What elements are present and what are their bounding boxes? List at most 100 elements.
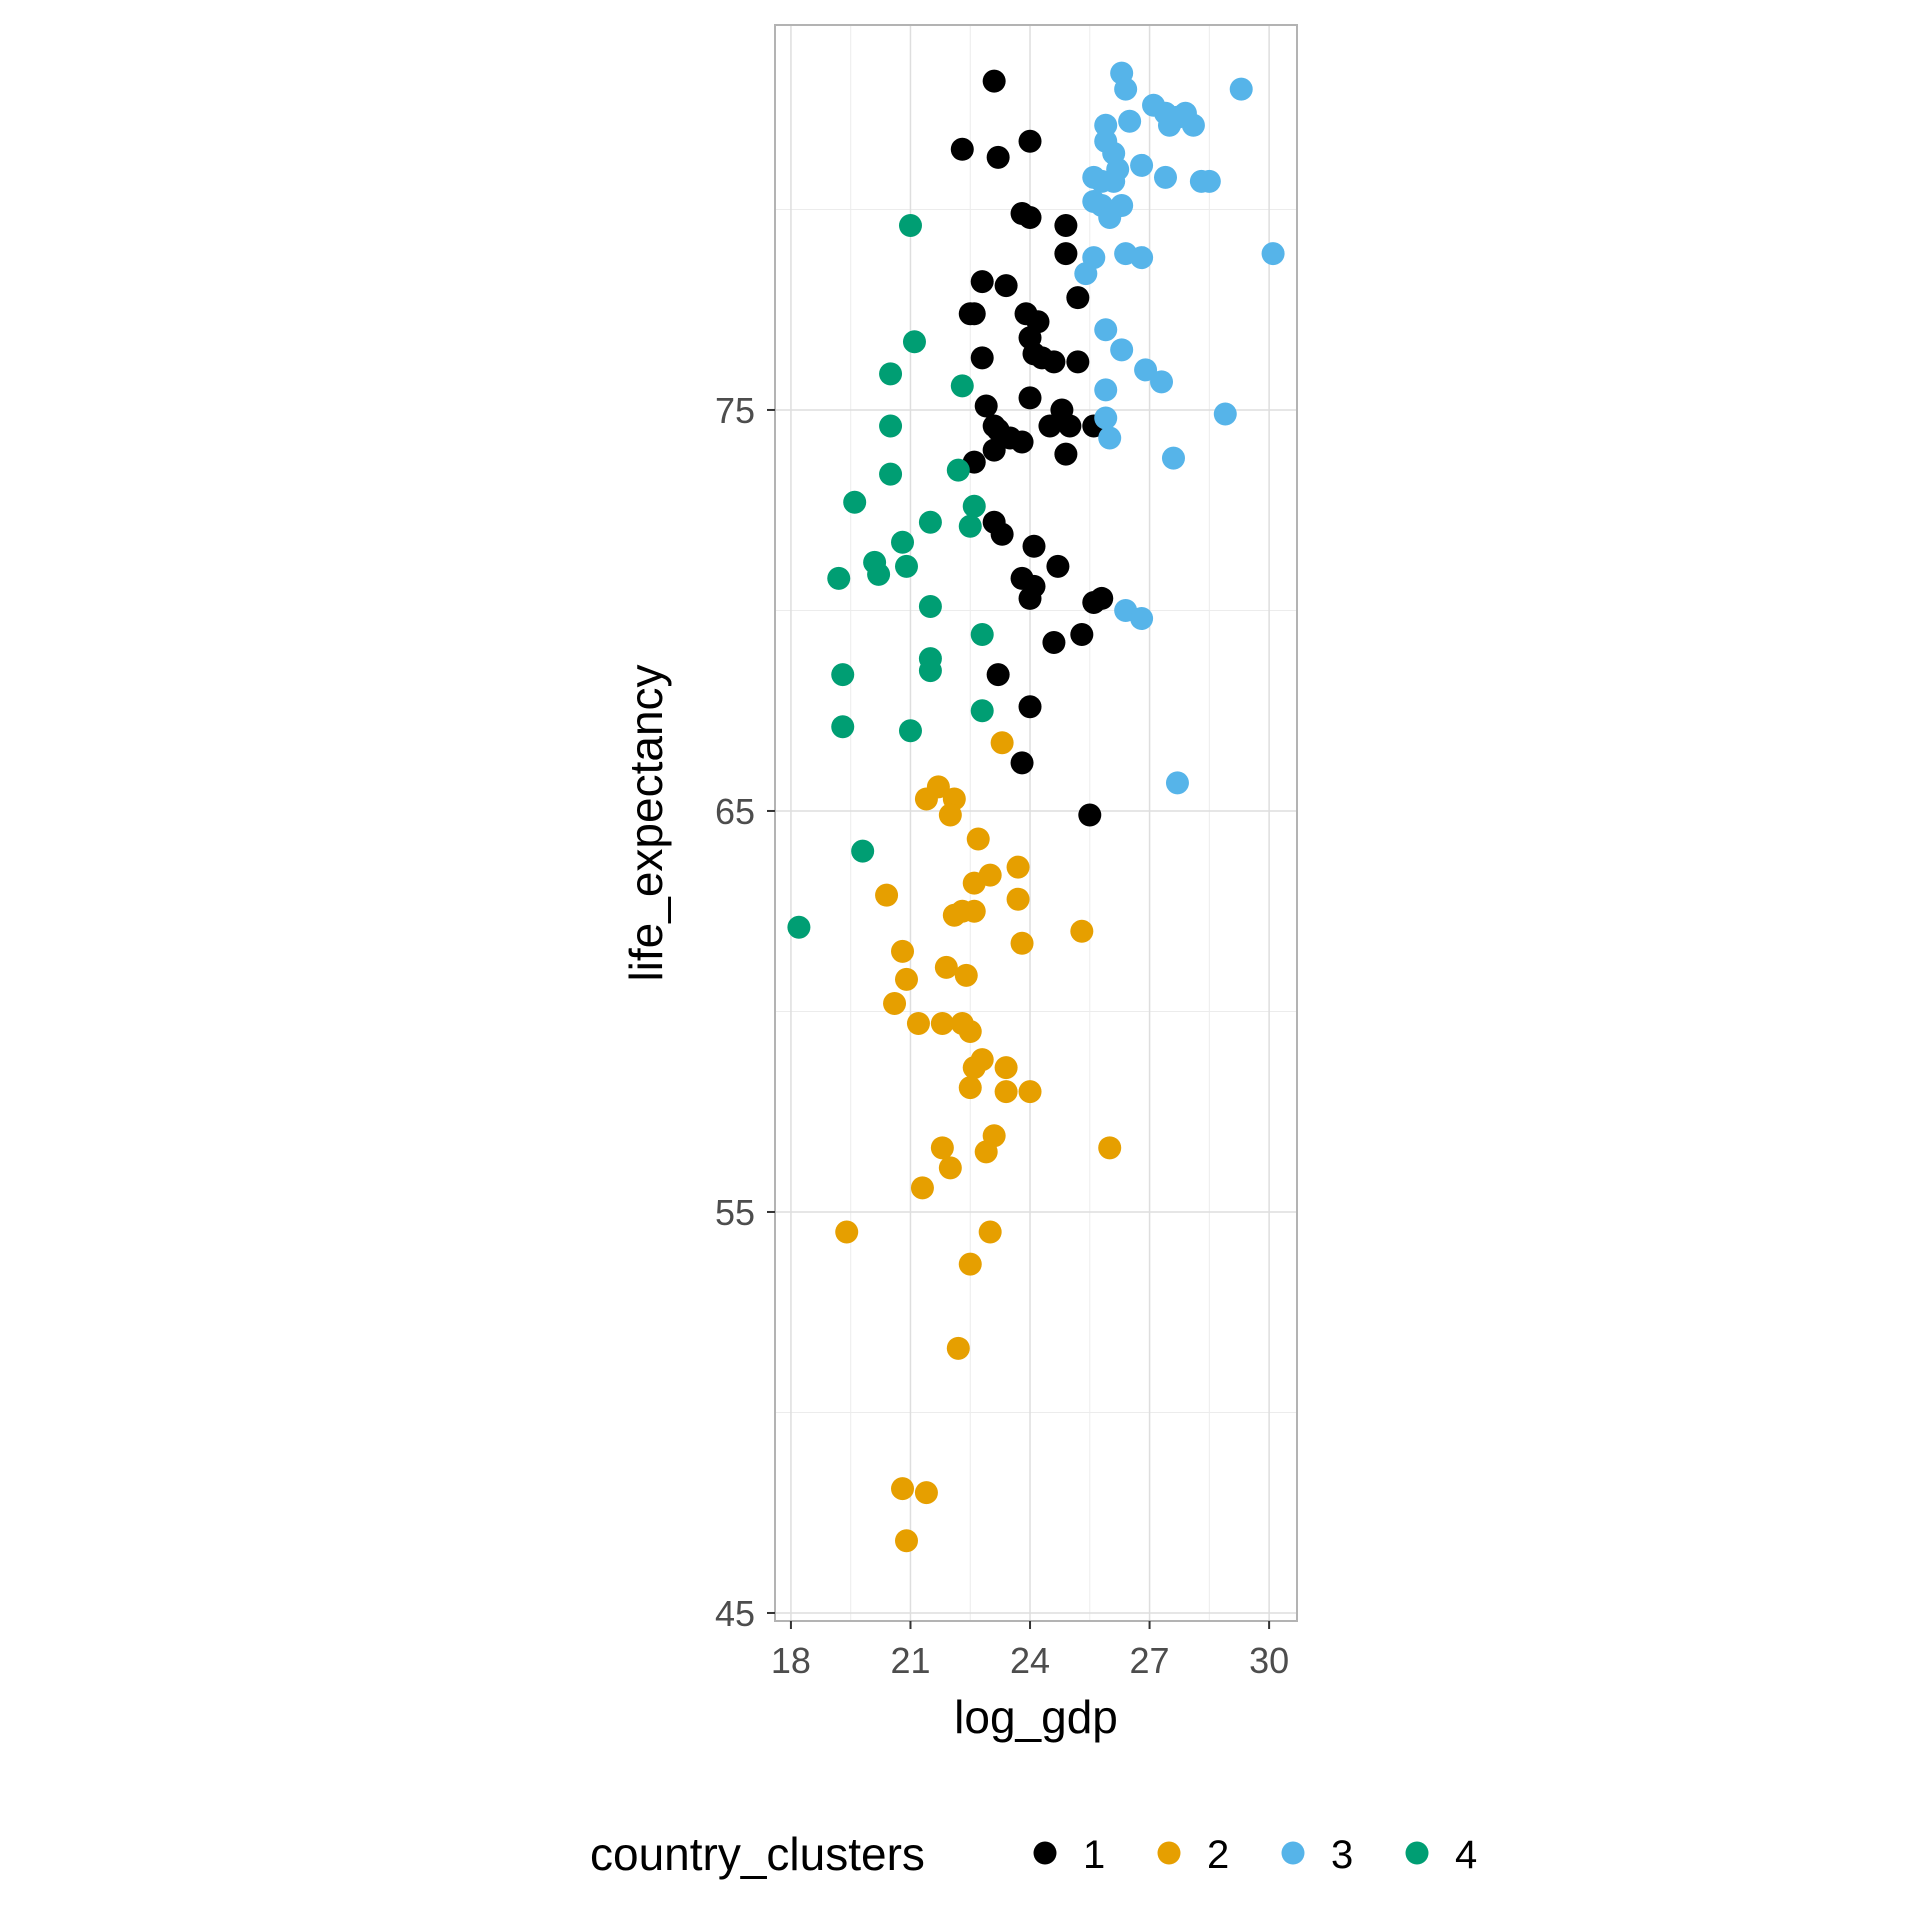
data-point	[990, 522, 1014, 546]
data-point	[894, 967, 918, 991]
data-point	[950, 374, 974, 398]
data-point	[1098, 205, 1122, 229]
data-point	[1094, 378, 1118, 402]
legend-key-4	[1405, 1841, 1429, 1865]
data-point	[910, 1176, 934, 1200]
data-point	[1261, 242, 1285, 266]
data-point	[930, 1136, 954, 1160]
data-point	[962, 302, 986, 326]
data-point	[986, 663, 1010, 687]
data-point	[1161, 446, 1185, 470]
data-point	[966, 827, 990, 851]
data-point	[950, 137, 974, 161]
x-tick-label: 24	[1010, 1640, 1050, 1681]
data-point	[1094, 113, 1118, 137]
data-point	[970, 623, 994, 647]
data-point	[1229, 77, 1253, 101]
data-point	[986, 145, 1010, 169]
data-point	[1154, 165, 1178, 189]
data-point	[1070, 623, 1094, 647]
data-point	[1094, 406, 1118, 430]
data-point	[891, 530, 915, 554]
data-point	[1150, 370, 1174, 394]
x-tick-label: 18	[771, 1640, 811, 1681]
data-point	[938, 803, 962, 827]
data-point	[1042, 631, 1066, 655]
data-point	[918, 659, 942, 683]
data-point	[994, 274, 1018, 298]
data-point	[1114, 77, 1138, 101]
data-point	[1038, 414, 1062, 438]
data-point	[894, 1529, 918, 1553]
data-point	[879, 362, 903, 386]
data-point	[1078, 803, 1102, 827]
legend-key-2	[1157, 1841, 1181, 1865]
data-point	[958, 1076, 982, 1100]
data-point	[994, 1080, 1018, 1104]
series-2	[835, 731, 1122, 1553]
data-point	[1134, 358, 1158, 382]
data-points	[787, 61, 1285, 1553]
data-point	[1054, 442, 1078, 466]
data-point	[1018, 1080, 1042, 1104]
grid-lines	[775, 25, 1297, 1621]
data-point	[962, 899, 986, 923]
data-point	[1094, 318, 1118, 342]
x-axis-label: log_gdp	[954, 1691, 1118, 1743]
data-point	[978, 1220, 1002, 1244]
data-point	[970, 270, 994, 294]
data-point	[1102, 169, 1126, 193]
data-point	[1090, 586, 1114, 610]
data-point	[1054, 242, 1078, 266]
data-point	[867, 562, 891, 586]
data-point	[1054, 214, 1078, 238]
x-tick-label: 21	[890, 1640, 930, 1681]
data-point	[1018, 386, 1042, 410]
legend: country_clusters 1 2 3 4	[590, 1828, 1477, 1880]
legend-label-4: 4	[1455, 1833, 1477, 1877]
data-point	[1010, 931, 1034, 955]
data-point	[930, 1012, 954, 1036]
legend-label-2: 2	[1207, 1833, 1229, 1877]
y-tick-label: 45	[715, 1593, 755, 1634]
plot-panel	[775, 25, 1297, 1621]
data-point	[958, 514, 982, 538]
data-point	[1018, 205, 1042, 229]
data-point	[1042, 350, 1066, 374]
data-point	[1046, 554, 1070, 578]
data-point	[1066, 350, 1090, 374]
data-point	[946, 1336, 970, 1360]
data-point	[1110, 338, 1134, 362]
data-point	[787, 915, 811, 939]
data-point	[1010, 751, 1034, 775]
data-point	[934, 955, 958, 979]
data-point	[891, 939, 915, 963]
legend-title: country_clusters	[590, 1828, 925, 1880]
data-point	[879, 462, 903, 486]
series-3	[1074, 61, 1285, 795]
data-point	[982, 438, 1006, 462]
data-point	[1118, 109, 1142, 133]
series-4	[787, 214, 994, 939]
data-point	[962, 1056, 986, 1080]
data-point	[894, 554, 918, 578]
data-point	[1022, 534, 1046, 558]
y-tick-label: 75	[715, 390, 755, 431]
data-point	[1213, 402, 1237, 426]
y-axis-label: life_expectancy	[620, 664, 672, 981]
data-point	[962, 871, 986, 895]
legend-label-1: 1	[1083, 1833, 1105, 1877]
data-point	[1006, 887, 1030, 911]
plot-panel-border	[774, 24, 1298, 1622]
data-point	[1074, 262, 1098, 286]
data-point	[1018, 129, 1042, 153]
data-point	[914, 787, 938, 811]
data-point	[1130, 606, 1154, 630]
data-point	[918, 594, 942, 618]
data-point	[1070, 919, 1094, 943]
data-point	[1058, 414, 1082, 438]
data-point	[1066, 286, 1090, 310]
series-1	[950, 69, 1114, 827]
data-point	[918, 510, 942, 534]
